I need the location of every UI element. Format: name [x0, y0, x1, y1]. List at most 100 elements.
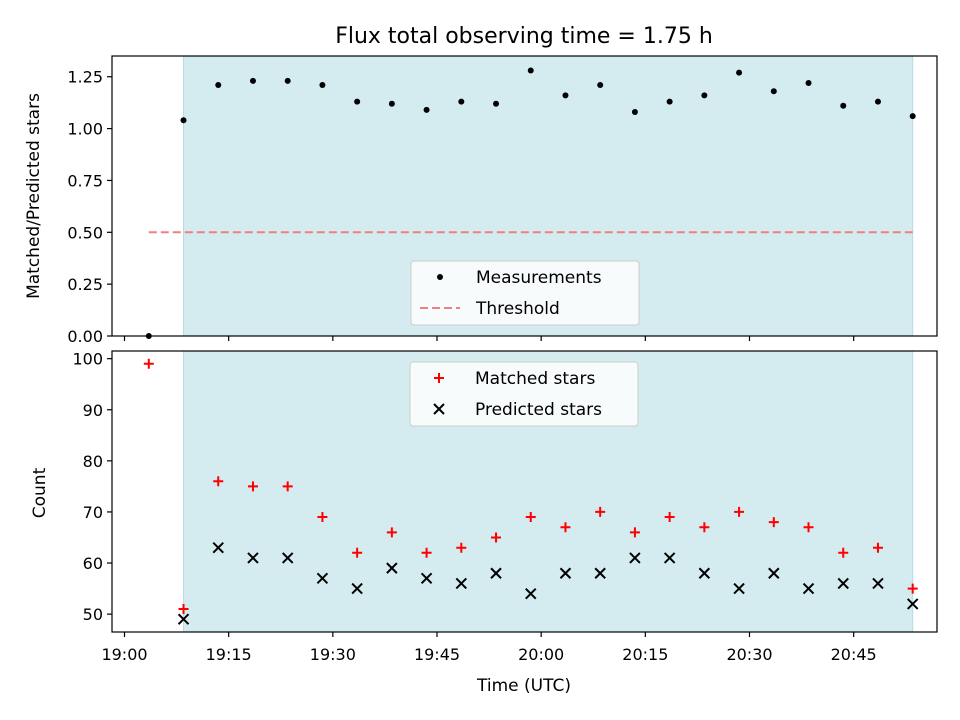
bottom-axes-frame [111, 350, 938, 633]
measurements-point [562, 92, 569, 99]
measurements-point [909, 113, 916, 120]
bottom-legend-box [409, 361, 639, 427]
top-y-tick-label: 1.00 [67, 120, 103, 139]
top-y-tick-label: 0.25 [67, 275, 103, 294]
predicted-stars-point [455, 577, 468, 590]
bottom-y-tick-label: 70 [83, 503, 103, 522]
bottom-series-predicted-stars [177, 541, 919, 625]
measurements-point [527, 67, 534, 74]
bottom-y-tick-label: 80 [83, 452, 103, 471]
measurements-point [805, 79, 812, 86]
top-y-tick-label: 0.50 [67, 223, 103, 242]
measurements-point [874, 98, 881, 105]
measurements-point [736, 69, 743, 76]
matched-stars-point [768, 517, 779, 528]
x-tick-label: 20:15 [622, 645, 668, 664]
matched-stars-point [421, 547, 432, 558]
x-tick-label: 19:30 [310, 645, 356, 664]
measurements-point [354, 98, 361, 105]
measurements-point [319, 82, 326, 89]
legend-predicted-stars-label: Predicted stars [475, 400, 602, 420]
predicted-stars-point [420, 572, 433, 585]
measurements-point [284, 77, 291, 84]
matched-stars-point [178, 604, 189, 615]
x-tick-label: 19:45 [414, 645, 460, 664]
predicted-stars-point [663, 552, 676, 564]
matched-stars-point [699, 522, 710, 533]
measurements-point [180, 117, 187, 124]
measurements-point [458, 98, 465, 105]
predicted-stars-point [768, 567, 780, 579]
x-tick-label: 20:45 [831, 645, 877, 664]
bottom-y-axis-label: Count [30, 467, 50, 518]
measurements-point [215, 82, 222, 89]
predicted-stars-point [525, 587, 537, 600]
matched-stars-point [247, 481, 258, 492]
matched-stars-point [282, 481, 293, 492]
bottom-legend: Matched stars Predicted stars [409, 361, 639, 427]
top-legend: Measurements Threshold [410, 260, 640, 326]
top-legend-box [410, 260, 640, 326]
matched-stars-point [352, 547, 363, 558]
measurements-point [423, 106, 430, 113]
predicted-stars-point [802, 582, 815, 595]
bottom-y-tick-label: 50 [83, 605, 103, 624]
matched-stars-point [872, 542, 883, 553]
predicted-stars-point [177, 613, 190, 625]
chart-title: Flux total observing time = 1.75 h [335, 24, 713, 49]
top-axes-frame [111, 55, 938, 337]
measurements-point [249, 77, 256, 84]
matched-stars-point [803, 522, 814, 533]
top-panel-ratio: 0.00 0.25 0.50 0.75 1.00 1.25 Measurements Thre… [67, 55, 938, 346]
matched-stars-point [838, 547, 849, 558]
measurements-point [840, 102, 847, 109]
predicted-stars-point [490, 567, 502, 579]
legend-threshold-label: Threshold [475, 299, 560, 319]
predicted-stars-point [594, 567, 606, 579]
measurements-point [701, 92, 708, 99]
matched-stars-point [664, 512, 675, 523]
bottom-y-tick-label: 60 [83, 554, 103, 573]
top-series-measurements [145, 67, 916, 339]
predicted-stars-point [698, 567, 711, 579]
predicted-stars-point [351, 582, 363, 595]
measurements-point [770, 88, 777, 95]
matched-stars-point [560, 522, 571, 533]
top-y-tick-label: 0.75 [67, 171, 103, 190]
measurements-point [631, 109, 638, 115]
x-tick-label: 20:30 [726, 645, 772, 664]
matched-stars-point [491, 532, 502, 543]
matched-stars-point [907, 583, 918, 594]
measurements-point [597, 82, 604, 89]
predicted-stars-point [906, 598, 919, 610]
bottom-y-tick-label: 100 [72, 350, 103, 369]
predicted-stars-point [733, 582, 745, 595]
predicted-stars-point [247, 552, 259, 564]
bottom-y-tick-label: 90 [83, 401, 103, 420]
measurements-point [666, 98, 673, 105]
matched-stars-point [386, 527, 397, 538]
matched-stars-point [525, 512, 536, 523]
matched-stars-point [143, 358, 154, 369]
matched-stars-point [595, 506, 606, 517]
legend-matched-stars-label: Matched stars [475, 369, 595, 389]
measurements-point [388, 100, 395, 107]
matched-stars-point [213, 476, 224, 487]
matched-stars-point [456, 542, 467, 553]
legend-measurements-label: Measurements [476, 268, 602, 288]
top-y-tick-label: 0.00 [67, 327, 103, 346]
matched-stars-point [734, 506, 745, 517]
x-tick-label: 19:15 [206, 645, 252, 664]
top-y-tick-label: 1.25 [67, 68, 103, 87]
predicted-stars-point [281, 552, 294, 564]
predicted-stars-point [316, 572, 329, 585]
matched-stars-point [317, 512, 328, 523]
x-tick-label: 19:00 [101, 645, 147, 664]
x-tick-label: 20:00 [518, 645, 564, 664]
legend-matched-stars-swatch [434, 373, 444, 383]
predicted-stars-point [559, 567, 572, 579]
top-y-axis-label: Matched/Predicted stars [24, 93, 44, 299]
legend-measurements-swatch [437, 274, 443, 280]
bottom-series-matched-stars [143, 358, 918, 615]
